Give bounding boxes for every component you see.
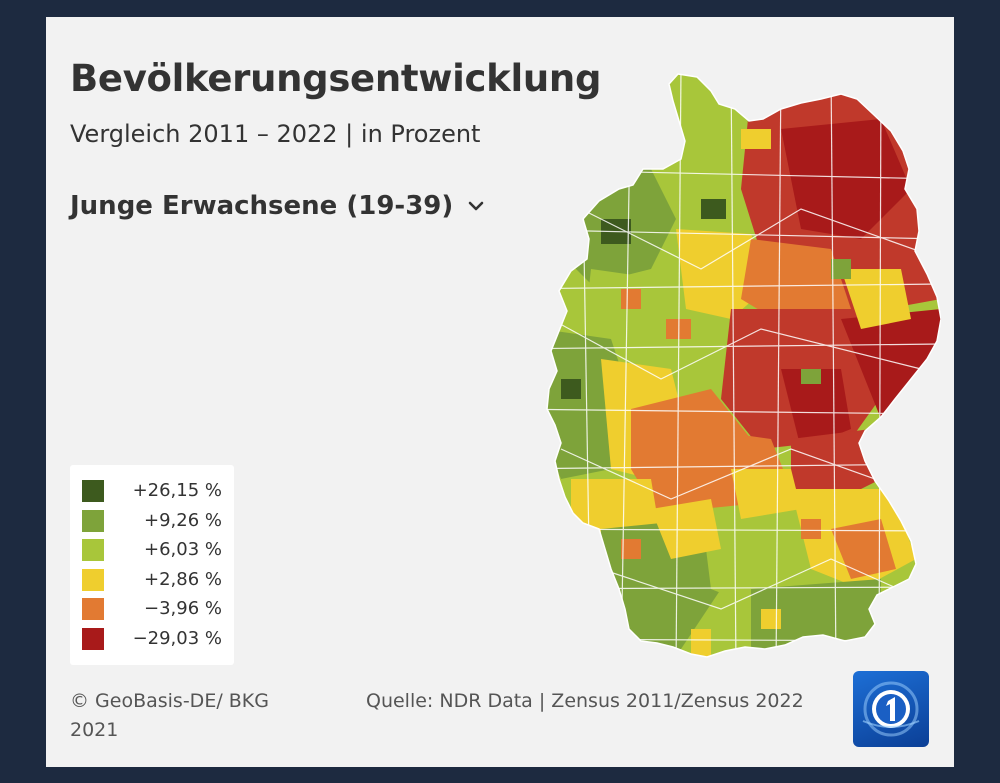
copyright-note: © GeoBasis-DE/ BKG 2021	[70, 690, 269, 741]
legend-label: −3,96 %	[144, 598, 222, 619]
age-group-dropdown-label: Junge Erwachsene (19-39)	[70, 191, 454, 221]
legend-swatch	[82, 628, 104, 650]
legend-label: +6,03 %	[144, 539, 222, 560]
ard-logo	[853, 671, 929, 747]
legend-swatch	[82, 480, 104, 502]
legend-item: −29,03 %	[82, 627, 222, 650]
legend-item: −3,96 %	[82, 597, 222, 620]
page-title: Bevölkerungsentwicklung	[70, 57, 602, 100]
legend-item: +2,86 %	[82, 568, 222, 591]
ard-das-erste-logo-icon	[862, 681, 920, 737]
source-note: Quelle: NDR Data | Zensus 2011/Zensus 20…	[366, 690, 804, 712]
chevron-down-icon	[468, 201, 484, 211]
legend-label: +26,15 %	[132, 480, 222, 501]
legend-swatch	[82, 539, 104, 561]
page-subtitle: Vergleich 2011 – 2022 | in Prozent	[70, 120, 481, 148]
map-legend: +26,15 % +9,26 % +6,03 % +2,86 % −3,96 %…	[70, 465, 234, 665]
choropleth-map	[546, 73, 941, 658]
legend-swatch	[82, 510, 104, 532]
infographic-card: Bevölkerungsentwicklung Vergleich 2011 –…	[46, 17, 954, 767]
legend-swatch	[82, 598, 104, 620]
legend-label: +9,26 %	[144, 510, 222, 531]
legend-label: +2,86 %	[144, 569, 222, 590]
legend-label: −29,03 %	[132, 628, 222, 649]
legend-item: +26,15 %	[82, 479, 222, 502]
age-group-dropdown[interactable]: Junge Erwachsene (19-39)	[70, 191, 485, 221]
legend-item: +6,03 %	[82, 538, 222, 561]
legend-swatch	[82, 569, 104, 591]
legend-item: +9,26 %	[82, 509, 222, 532]
